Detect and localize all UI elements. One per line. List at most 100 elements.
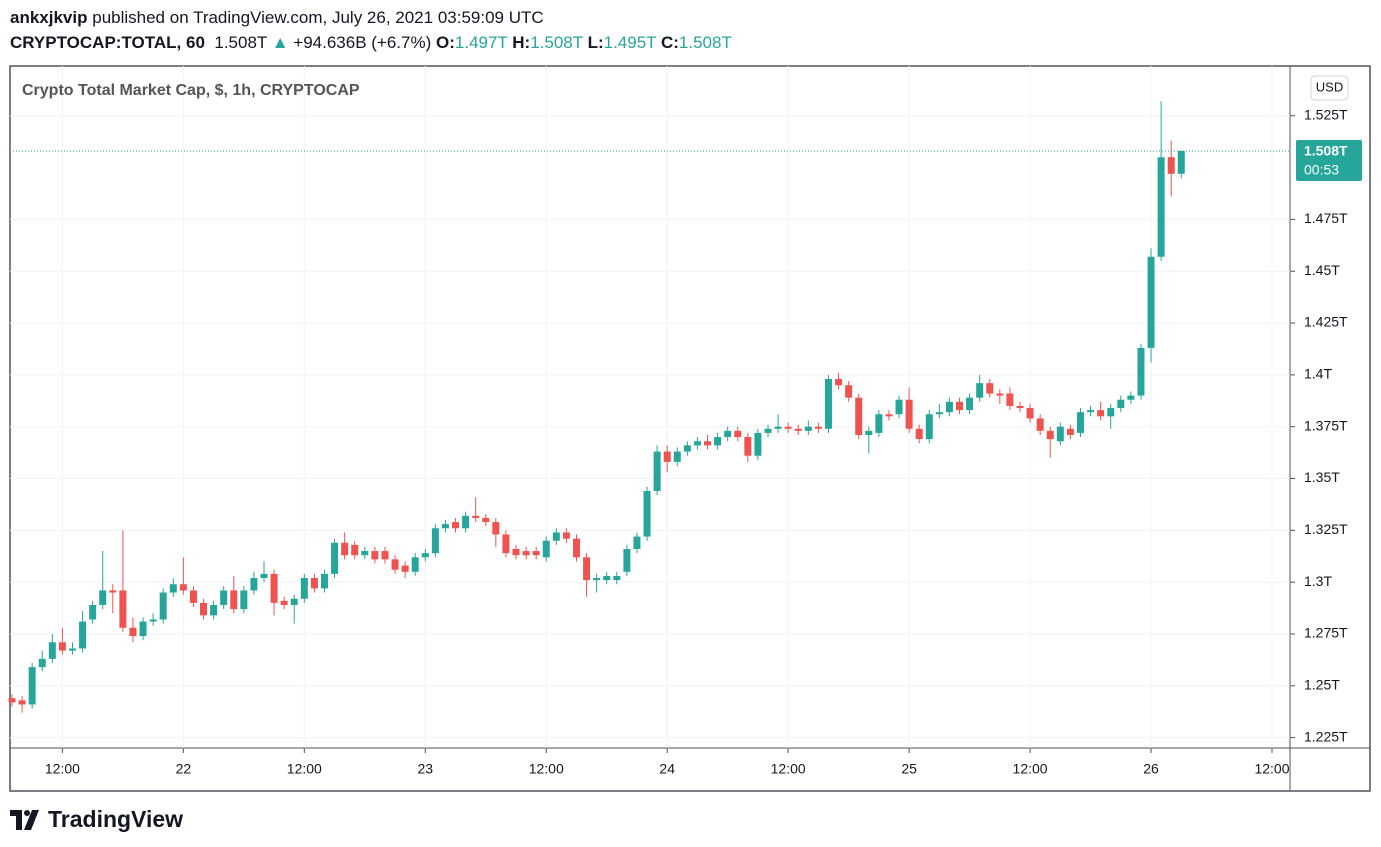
candle-body <box>1016 405 1024 409</box>
candle-body <box>512 548 520 556</box>
candle-body <box>1066 428 1074 435</box>
x-tick-label: 12:00 <box>287 761 322 777</box>
candle-body <box>895 399 903 415</box>
candle-body <box>1087 410 1095 413</box>
candle-body <box>1026 408 1034 419</box>
y-tick-label: 1.35T <box>1304 469 1340 485</box>
candle-body <box>583 557 591 581</box>
candle-body <box>804 426 812 431</box>
candle-body <box>1046 430 1054 440</box>
currency-box[interactable] <box>1310 75 1349 101</box>
chart-frame <box>9 65 1371 792</box>
candle-body <box>8 698 16 703</box>
candle-body <box>472 515 480 518</box>
candle-body <box>38 658 46 668</box>
candle-body <box>1147 256 1155 348</box>
y-tick-label: 1.425T <box>1304 314 1348 330</box>
countdown-label: 00:53 <box>1304 162 1339 178</box>
candle-body <box>1056 426 1064 442</box>
user[interactable]: ankxjkvip <box>10 8 88 27</box>
candle-body <box>905 399 913 429</box>
x-tick-label: 25 <box>901 761 917 777</box>
y-tick-label: 1.4T <box>1304 366 1332 382</box>
candle-body <box>1177 150 1185 174</box>
ohlc-label: O: <box>436 33 455 52</box>
candle-body <box>673 451 681 462</box>
candle-body <box>653 451 661 491</box>
change: +94.636B (+6.7%) <box>293 33 432 52</box>
up-arrow: ▲ <box>271 33 289 52</box>
candle-body <box>855 397 863 435</box>
candle-body <box>431 528 439 554</box>
candle-body <box>996 393 1004 396</box>
candle-body <box>966 397 974 411</box>
candle-body <box>1097 410 1105 417</box>
candle-body <box>260 573 268 579</box>
symbol-line: CRYPTOCAP:TOTAL, 60 1.508T ▲ +94.636B (+… <box>10 33 732 53</box>
candle-body <box>724 430 732 438</box>
candle-body <box>613 575 621 581</box>
x-tick-label: 12:00 <box>529 761 564 777</box>
brand-logo <box>10 810 39 830</box>
candle-body <box>169 584 177 593</box>
candle-body <box>210 604 218 616</box>
candle-body <box>58 642 66 651</box>
candle-body <box>794 428 802 431</box>
candle-body <box>411 557 419 572</box>
candle-body <box>603 575 611 581</box>
candle-body <box>1127 395 1135 400</box>
x-tick-label: 12:00 <box>1254 761 1289 777</box>
candle-body <box>593 578 601 581</box>
ohlc-value: 1.497T <box>454 33 508 52</box>
y-tick-label: 1.45T <box>1304 262 1340 278</box>
candle-body <box>845 385 853 398</box>
y-tick-label: 1.275T <box>1304 625 1348 641</box>
candle-body <box>351 544 359 556</box>
currency-label: USD <box>1316 79 1343 94</box>
candle-body <box>280 600 288 605</box>
candle-body <box>240 590 248 610</box>
candle-body <box>714 437 722 446</box>
candle-body <box>300 578 308 599</box>
ohlc-value: 1.508T <box>678 33 732 52</box>
candle-body <box>482 517 490 523</box>
candle-body <box>250 578 258 591</box>
x-tick-label: 26 <box>1143 761 1159 777</box>
candle-body <box>179 584 187 591</box>
candle-body <box>68 648 76 651</box>
candle-body <box>452 522 460 529</box>
y-tick-label: 1.3T <box>1304 573 1332 589</box>
y-tick-label: 1.375T <box>1304 417 1348 433</box>
x-tick-label: 22 <box>176 761 192 777</box>
candle-body <box>230 590 238 610</box>
candle-body <box>220 590 228 605</box>
candle-body <box>371 551 379 560</box>
candle-body <box>945 401 953 413</box>
ohlc-value: 1.495T <box>603 33 657 52</box>
candle-body <box>341 542 349 556</box>
candle-body <box>79 621 87 649</box>
candle-body <box>28 667 36 705</box>
candle-body <box>814 426 822 429</box>
candle-body <box>109 590 117 593</box>
candle-body <box>462 515 470 529</box>
candle-body <box>663 451 671 462</box>
candle-body <box>361 551 369 556</box>
candle-body <box>391 559 399 570</box>
candle-body <box>139 621 147 637</box>
x-tick-label: 12:00 <box>45 761 80 777</box>
y-tick-label: 1.525T <box>1304 106 1348 122</box>
candle-body <box>734 430 742 438</box>
candle-body <box>200 602 208 616</box>
brand-name: TradingView <box>48 806 183 832</box>
candle-body <box>1137 347 1145 396</box>
candle-body <box>532 551 540 556</box>
y-tick-label: 1.25T <box>1304 677 1340 693</box>
candle-body <box>401 565 409 572</box>
candle-body <box>774 426 782 429</box>
candle-body <box>744 437 752 456</box>
candle-body <box>552 532 560 541</box>
candle-body <box>865 430 873 435</box>
